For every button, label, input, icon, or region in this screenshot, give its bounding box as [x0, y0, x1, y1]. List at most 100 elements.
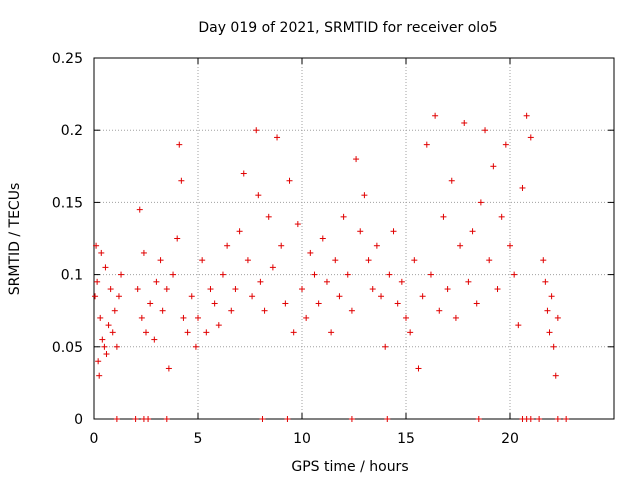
data-point [269, 264, 276, 271]
data-point [423, 141, 430, 148]
data-point [427, 271, 434, 278]
data-point [394, 300, 401, 307]
data-point [290, 329, 297, 336]
data-point [440, 213, 447, 220]
data-point [407, 329, 414, 336]
data-point [519, 184, 526, 191]
data-point [274, 134, 281, 141]
data-point [132, 416, 139, 422]
data-point [102, 264, 109, 271]
data-point [403, 314, 409, 321]
data-point [527, 134, 534, 141]
data-point [228, 307, 235, 314]
data-point [465, 278, 472, 285]
x-tick-label: 10 [293, 431, 311, 447]
data-point [552, 372, 559, 379]
data-point [511, 271, 518, 278]
data-point [224, 242, 231, 249]
data-point [282, 300, 289, 307]
data-point [469, 228, 476, 235]
data-point [101, 343, 108, 350]
data-point [278, 242, 285, 249]
data-point [261, 307, 268, 314]
data-point [105, 322, 112, 329]
data-point [184, 329, 191, 336]
data-point [473, 300, 480, 307]
y-tick-label: 0.15 [52, 195, 83, 211]
data-point [332, 257, 339, 264]
data-point [219, 271, 226, 278]
data-point [382, 343, 389, 350]
data-point [369, 286, 376, 293]
data-point [540, 257, 547, 264]
data-point [475, 416, 482, 422]
data-point [536, 416, 543, 422]
data-point [211, 300, 218, 307]
data-point [542, 278, 549, 285]
data-point [180, 314, 187, 321]
data-point [432, 112, 439, 119]
y-tick-label: 0.1 [61, 268, 83, 284]
data-point [113, 343, 120, 350]
data-point [384, 416, 391, 422]
data-point [348, 416, 355, 422]
data-point [257, 278, 264, 285]
data-point [303, 314, 310, 321]
data-point [145, 416, 152, 422]
y-tick-label: 0.25 [52, 51, 83, 67]
data-point [188, 293, 195, 300]
data-point [255, 192, 262, 199]
data-point [448, 177, 455, 184]
data-point [398, 278, 405, 285]
data-point [153, 278, 160, 285]
data-point [265, 213, 272, 220]
data-point [419, 293, 426, 300]
data-point [95, 358, 102, 365]
data-point [378, 293, 385, 300]
data-point [386, 271, 393, 278]
data-point [546, 329, 553, 336]
tick-layer: 0 0.05 0.1 0.15 0.2 0.25 0 5 10 15 20 [52, 51, 614, 447]
data-point [176, 141, 183, 148]
data-point [207, 286, 214, 293]
data-point [515, 322, 522, 329]
data-point [340, 213, 347, 220]
data-point [163, 286, 170, 293]
data-point [140, 249, 147, 256]
data-point [99, 336, 106, 343]
data-point [486, 257, 493, 264]
data-point [199, 257, 206, 264]
data-point [253, 127, 260, 134]
grid-layer [94, 58, 614, 419]
data-point [134, 286, 141, 293]
data-point [163, 416, 170, 422]
data-point [138, 314, 145, 321]
data-point [477, 199, 484, 206]
data-point [502, 141, 509, 148]
data-point [92, 293, 99, 300]
data-point [118, 271, 125, 278]
data-point [178, 177, 185, 184]
data-point [232, 286, 239, 293]
data-point [113, 416, 120, 422]
data-point [390, 228, 397, 235]
x-tick-label: 20 [501, 431, 519, 447]
data-point [461, 119, 468, 126]
data-point [361, 192, 368, 199]
data-point [249, 293, 256, 300]
data-point [136, 206, 143, 213]
data-point [319, 235, 326, 242]
data-point [365, 257, 372, 264]
data-point [259, 416, 266, 422]
data-point [96, 372, 103, 379]
data-point [344, 271, 351, 278]
data-point [115, 293, 122, 300]
data-point [498, 213, 505, 220]
data-point [554, 314, 561, 321]
data-point [174, 235, 181, 242]
data-point [563, 416, 570, 422]
data-point [436, 307, 443, 314]
x-axis-label: GPS time / hours [291, 459, 408, 475]
data-point [215, 322, 222, 329]
